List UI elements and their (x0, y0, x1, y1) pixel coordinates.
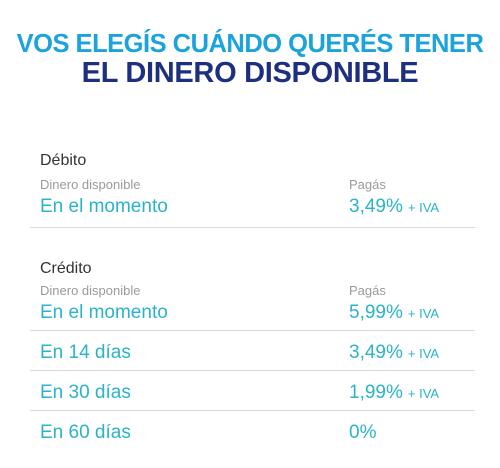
divider (30, 410, 475, 411)
divider (30, 330, 475, 331)
rate-value: 1,99% (349, 382, 403, 403)
tax-label: + IVA (407, 386, 440, 401)
row-rate: 1,99% + IVA (349, 382, 439, 404)
row-rate: 3,49% + IVA (349, 342, 439, 364)
rate-value: 3,49% (349, 196, 403, 217)
column-header-pay: Pagás (349, 283, 386, 298)
row-rate: 0% (349, 422, 376, 444)
tax-label: + IVA (407, 200, 440, 215)
rate-value: 5,99% (349, 302, 403, 323)
row-rate: 3,49% + IVA (349, 196, 439, 218)
column-header-available: Dinero disponible (40, 177, 141, 192)
rate-value: 0% (349, 422, 377, 443)
row-label: En 60 días (40, 422, 131, 443)
column-header-available: Dinero disponible (40, 283, 141, 298)
row-label: En el momento (40, 302, 168, 323)
row-rate: 5,99% + IVA (349, 302, 439, 324)
rate-value: 3,49% (349, 342, 403, 363)
tax-label: + IVA (407, 306, 440, 321)
headline-line-1: VOS ELEGÍS CUÁNDO QUERÉS TENER (16, 30, 484, 58)
column-header-pay: Pagás (349, 177, 386, 192)
divider (30, 227, 475, 228)
headline-line-2: EL DINERO DISPONIBLE (81, 57, 419, 89)
tax-label: + IVA (407, 346, 440, 361)
section-title-debit: Débito (40, 152, 87, 169)
section-title-credit: Crédito (40, 260, 92, 277)
row-label: En 30 días (40, 382, 131, 403)
divider (30, 370, 475, 371)
row-label: En 14 días (40, 342, 131, 363)
row-label: En el momento (40, 196, 168, 217)
